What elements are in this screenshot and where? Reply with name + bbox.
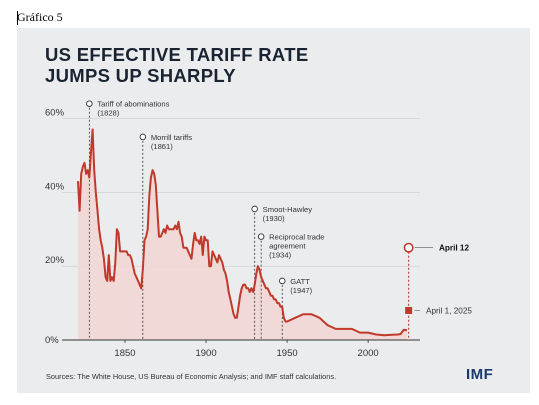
series-line — [77, 128, 408, 337]
point-april-1-label: April 1, 2025 — [426, 306, 472, 315]
annotation-label-2-1: (1930) — [263, 214, 285, 223]
annotation-label-1-1: (1861) — [151, 142, 173, 151]
annotation-marker-3 — [257, 233, 265, 240]
y-tick-label-1: 20% — [45, 255, 65, 266]
chart-title-line-2: JUMPS UP SHARPLY — [45, 65, 236, 86]
annotation-marker-0 — [86, 100, 93, 107]
point-april-1-marker — [405, 306, 413, 314]
annotation-label-1-0: Morrill tariffs — [151, 133, 192, 142]
x-tick-label-2: 1950 — [277, 348, 298, 359]
y-tick-label-3: 60% — [45, 107, 65, 118]
series-area — [78, 129, 408, 340]
chart-title-line-1: US EFFECTIVE TARIFF RATE — [45, 44, 309, 65]
annotation-label-4-0: GATT — [290, 277, 310, 286]
y-tick-label-0: 0% — [45, 335, 59, 346]
annotation-label-0-0: Tariff of abominations — [97, 100, 169, 109]
annotation-label-2-0: Smoot-Hawley — [263, 205, 313, 214]
annotation-label-4-1: (1947) — [290, 286, 312, 295]
x-tick-label-0: 1850 — [114, 348, 135, 359]
annotation-marker-1 — [139, 133, 147, 141]
annotation-marker-2 — [251, 205, 258, 213]
annotation-label-3-1: agreement — [269, 242, 306, 251]
annotation-label-0-1: (1828) — [97, 109, 119, 118]
x-tick-label-3: 2000 — [358, 348, 379, 359]
text-caret — [17, 11, 18, 25]
point-april-12-marker — [403, 242, 414, 253]
x-tick-label-1: 1900 — [195, 348, 216, 359]
figure-caption: Gráfico 5 — [17, 10, 63, 24]
y-tick-label-2: 40% — [45, 181, 65, 192]
point-april-12-label: April 12 — [439, 244, 469, 253]
source-note: Sources: The White House, US Bureau of E… — [46, 372, 337, 381]
annotation-label-3-0: Reciprocal trade — [269, 233, 324, 242]
chart-title: US EFFECTIVE TARIFF RATE JUMPS UP SHARPL… — [45, 44, 308, 86]
imf-logo: IMF — [466, 366, 494, 383]
annotation-label-3-2: (1934) — [269, 251, 291, 260]
annotation-marker-4 — [278, 277, 286, 285]
